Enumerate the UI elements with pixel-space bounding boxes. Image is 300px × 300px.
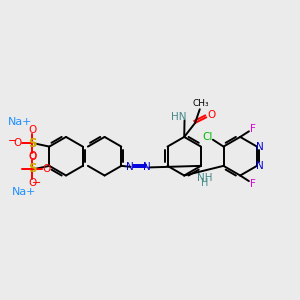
Text: +: +	[21, 117, 31, 127]
Text: S: S	[28, 137, 37, 150]
Text: O: O	[28, 152, 36, 161]
Text: Na: Na	[12, 187, 27, 197]
Text: −: −	[32, 178, 41, 188]
Text: HN: HN	[171, 112, 187, 122]
Text: O: O	[28, 125, 36, 135]
Text: N: N	[256, 142, 264, 152]
Text: CH₃: CH₃	[192, 99, 209, 108]
Text: +: +	[26, 187, 35, 197]
Text: O: O	[14, 139, 22, 148]
Text: F: F	[250, 178, 256, 189]
Text: S: S	[28, 163, 37, 176]
Text: O: O	[28, 151, 36, 161]
Text: O: O	[207, 110, 215, 120]
Text: F: F	[250, 124, 256, 134]
Text: N: N	[256, 161, 264, 171]
Text: Cl: Cl	[203, 132, 213, 142]
Text: −: −	[8, 136, 18, 146]
Text: N: N	[126, 162, 134, 172]
Text: N: N	[143, 162, 151, 172]
Text: NH: NH	[197, 172, 212, 182]
Text: O: O	[28, 178, 36, 188]
Text: H: H	[201, 178, 208, 188]
Text: Na: Na	[8, 117, 23, 127]
Text: O: O	[42, 164, 50, 174]
